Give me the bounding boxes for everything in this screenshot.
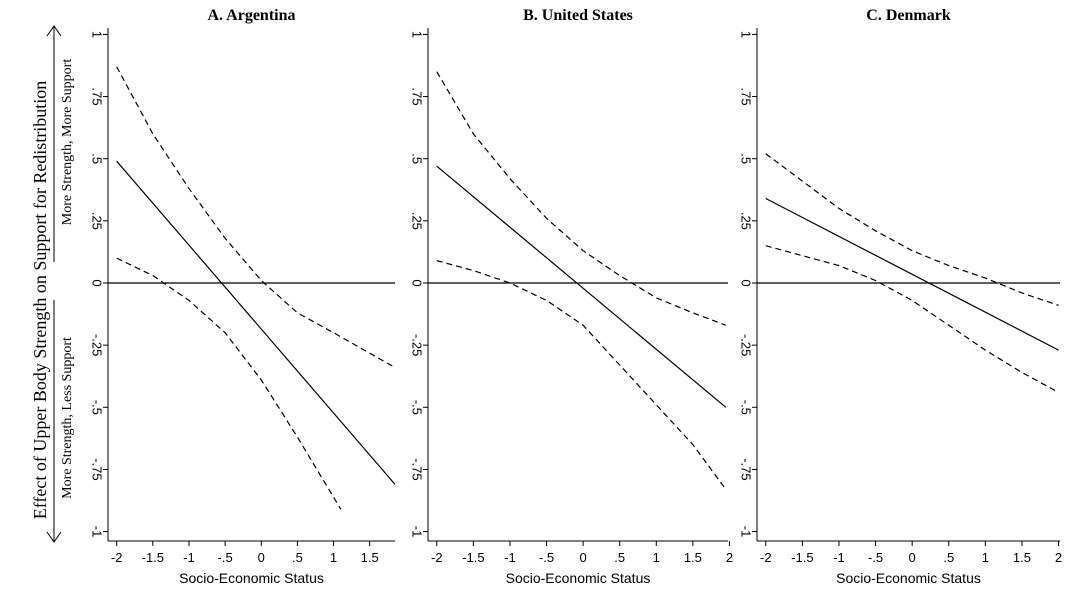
x-tick-label: 1.5 [1013,550,1031,565]
y-tick-label: .5 [739,153,754,164]
y-tick-label: -.25 [90,334,105,356]
x-tick-label: 0 [258,550,265,565]
y-tick-label: -.75 [739,458,754,480]
y-axis-label: Effect of Upper Body Strength on Support… [30,81,50,520]
x-tick-label: 1.5 [361,550,379,565]
y-tick-label: -1 [90,526,105,538]
estimate-line [116,160,396,485]
confidence-bound [436,260,727,490]
x-tick-label: 0 [580,550,587,565]
x-tick-label: -2 [111,550,123,565]
x-tick-label: -1 [183,550,195,565]
annotation: More Strength, Less Support [60,337,75,499]
estimate-line [436,165,727,408]
y-tick-label: 1 [739,31,754,38]
y-tick-label: .5 [90,153,105,164]
x-axis-label: Socio-Economic Status [506,570,651,586]
annotation: More Strength, More Support [60,59,75,226]
y-tick-label: 1 [90,31,105,38]
y-tick-label: -.5 [410,400,425,415]
y-tick-label: -1 [739,526,754,538]
x-tick-label: .5 [614,550,625,565]
x-tick-label: 1 [982,550,989,565]
y-tick-label: .25 [90,212,105,230]
y-tick-label: .75 [739,88,754,106]
x-tick-label: -.5 [218,550,233,565]
x-tick-label: -1 [833,550,845,565]
x-tick-label: 2 [726,550,733,565]
y-tick-label: 0 [410,279,425,286]
y-tick-label: -.5 [739,400,754,415]
panel-title: B. United States [523,7,633,24]
x-tick-label: -1 [504,550,516,565]
x-tick-label: -2 [431,550,443,565]
y-tick-label: 0 [739,279,754,286]
x-tick-label: 2 [1055,550,1062,565]
x-tick-label: -1.5 [142,550,164,565]
x-tick-label: -.5 [539,550,554,565]
x-tick-label: 1 [653,550,660,565]
y-tick-label: .75 [410,88,425,106]
confidence-bound [436,71,727,326]
x-axis-label: Socio-Economic Status [179,570,324,586]
x-tick-label: 0 [909,550,916,565]
x-tick-label: -2 [760,550,772,565]
estimate-line [765,197,1059,351]
confidence-bound [116,257,342,510]
panel-title: A. Argentina [208,7,296,24]
panel-title: C. Denmark [866,7,951,24]
y-tick-label: .5 [410,153,425,164]
confidence-bound [765,153,1059,306]
y-tick-label: .25 [410,212,425,230]
y-tick-label: 1 [410,31,425,38]
arrow-up [46,25,62,262]
arrow-down [46,300,62,543]
y-tick-label: -.25 [739,334,754,356]
y-tick-label: 0 [90,279,105,286]
y-tick-label: -.25 [410,334,425,356]
confidence-bound [765,245,1059,393]
confidence-bound [116,66,396,369]
y-tick-label: -.75 [90,458,105,480]
x-tick-label: 1.5 [684,550,702,565]
x-tick-label: .5 [292,550,303,565]
y-tick-label: -.5 [90,400,105,415]
x-axis-label: Socio-Economic Status [836,570,981,586]
x-tick-label: .5 [943,550,954,565]
x-tick-label: -.5 [868,550,883,565]
y-tick-label: -1 [410,526,425,538]
x-tick-label: -1.5 [462,550,484,565]
y-tick-label: -.75 [410,458,425,480]
x-tick-label: 1 [330,550,337,565]
y-tick-label: .75 [90,88,105,106]
y-tick-label: .25 [739,212,754,230]
x-tick-label: -1.5 [791,550,813,565]
